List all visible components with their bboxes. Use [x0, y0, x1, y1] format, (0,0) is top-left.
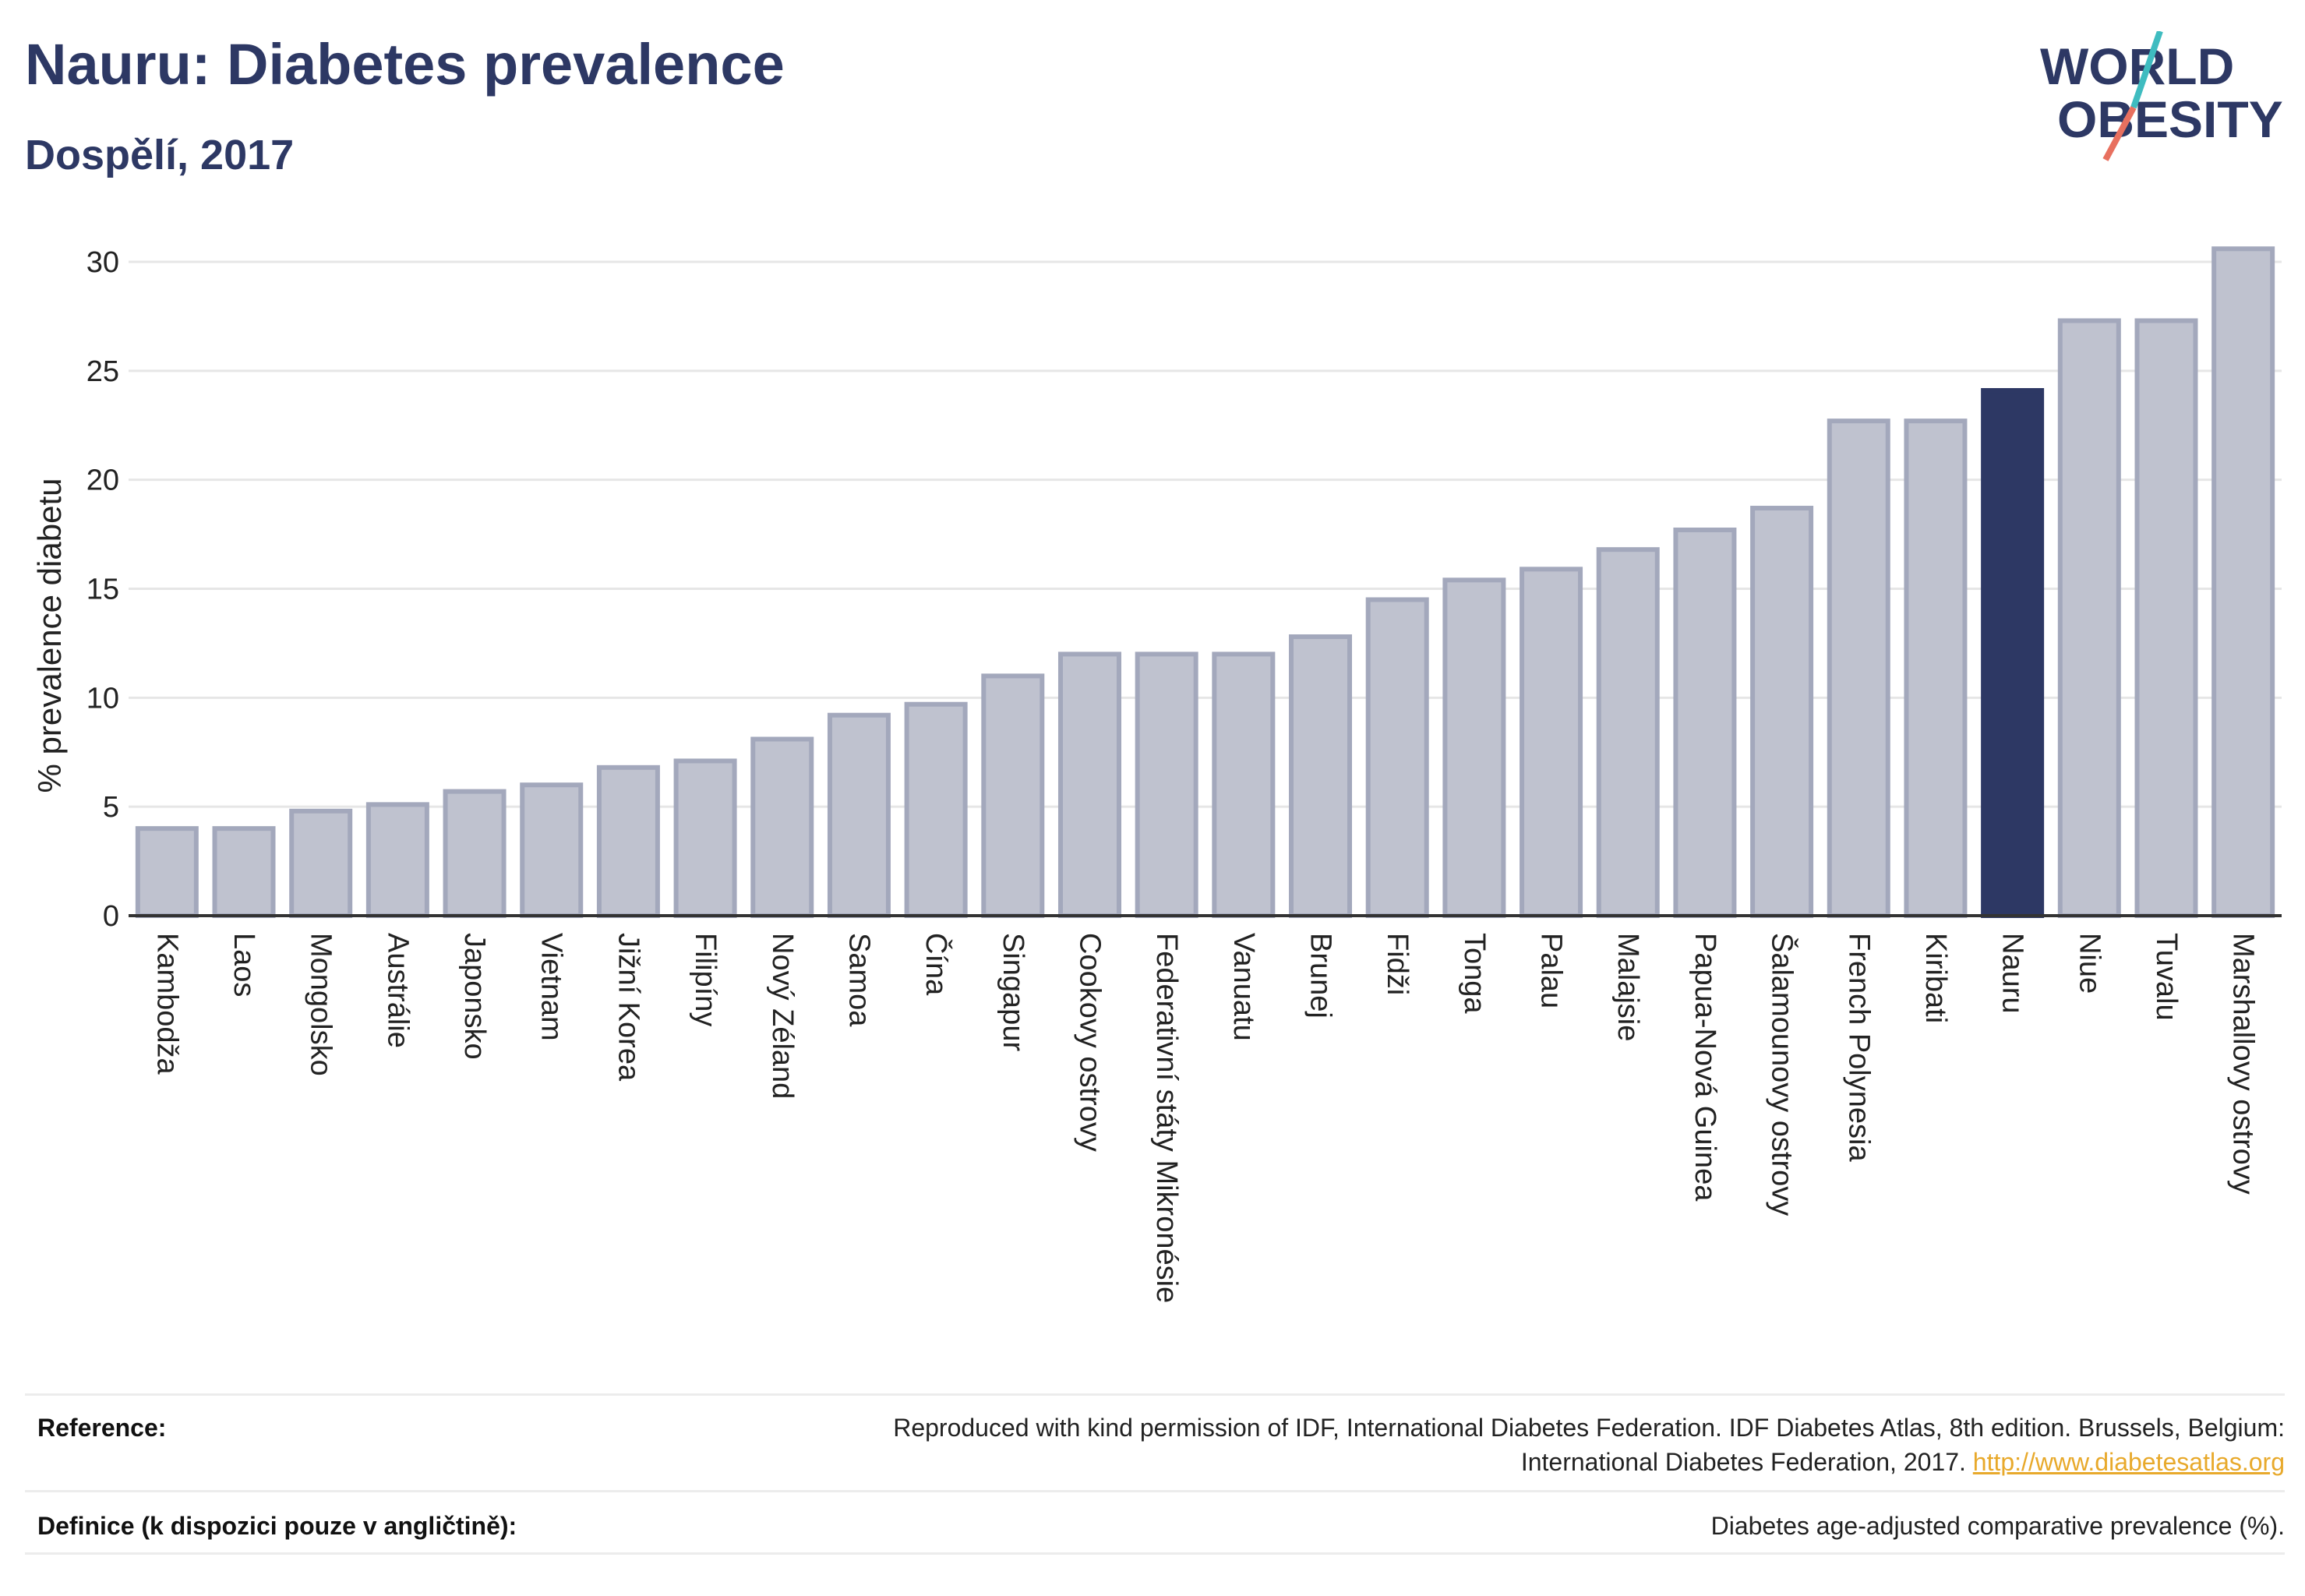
x-tick-label: Čína — [920, 933, 954, 996]
x-tick-label: Malajsie — [1611, 933, 1644, 1041]
bar — [2211, 246, 2275, 919]
y-axis-label: % prevalence diabetu — [31, 478, 68, 793]
y-tick-label: 10 — [86, 682, 119, 715]
footer-divider-bottom — [25, 1552, 2285, 1555]
x-tick-label: Laos — [228, 933, 260, 997]
footer-definition-row: Definice (k dispozici pouze v angličtině… — [25, 1509, 2285, 1548]
bar — [1827, 418, 1890, 918]
x-tick-label: Kiribati — [1919, 933, 1952, 1023]
reference-line-2-text: International Diabetes Federation, 2017. — [1520, 1448, 1966, 1476]
x-tick-label: Niue — [2073, 933, 2106, 994]
reference-text: Reproduced with kind permission of IDF, … — [893, 1411, 2285, 1479]
x-tick-label: Federativní státy Mikronésie — [1150, 933, 1183, 1303]
bar — [365, 802, 429, 918]
reference-line-1: Reproduced with kind permission of IDF, … — [893, 1414, 2285, 1442]
logo-word-world: WORLD — [2040, 37, 2234, 95]
bar — [1135, 651, 1198, 919]
x-tick-label: Jižní Korea — [612, 933, 644, 1082]
x-tick-label: Papua-Nová Guinea — [1689, 933, 1721, 1202]
footer-reference-row: Reference: Reproduced with kind permissi… — [25, 1411, 2285, 1488]
x-tick-label: Kambodža — [150, 933, 183, 1075]
x-tick-label: French Polynesia — [1842, 933, 1875, 1162]
y-tick-label: 0 — [103, 900, 119, 933]
bar — [2057, 318, 2121, 918]
bar — [1365, 597, 1429, 918]
bar — [981, 673, 1045, 918]
bar — [2134, 318, 2198, 918]
bar — [1442, 577, 1506, 919]
bar — [750, 736, 814, 918]
x-tick-label: Nauru — [1996, 933, 2029, 1014]
bar — [1520, 567, 1583, 919]
x-tick-label: Tuvalu — [2150, 933, 2183, 1021]
bar — [1212, 651, 1276, 919]
x-tick-label: Cookovy ostrovy — [1073, 933, 1106, 1152]
logo-slash-top — [2130, 31, 2163, 109]
bar — [443, 789, 507, 919]
y-tick-label: 25 — [86, 355, 119, 388]
x-tick-label: Marshallovy ostrovy — [2227, 933, 2260, 1195]
y-tick-label: 20 — [86, 464, 119, 497]
y-tick-label: 5 — [103, 791, 119, 824]
x-tick-label: Mongolsko — [305, 933, 337, 1076]
bar — [904, 701, 968, 918]
bar — [289, 808, 353, 919]
x-tick-label: Filipíny — [689, 933, 722, 1026]
footer-divider-middle — [25, 1490, 2285, 1492]
bar — [673, 758, 737, 918]
bar — [135, 826, 199, 918]
bar — [827, 712, 891, 918]
page-title: Nauru: Diabetes prevalence — [25, 32, 785, 97]
x-tick-label: Brunej — [1304, 933, 1337, 1019]
x-tick-label: Vietnam — [535, 933, 568, 1041]
reference-label: Reference: — [37, 1414, 167, 1442]
definition-text: Diabetes age-adjusted comparative preval… — [1710, 1512, 2285, 1540]
x-tick-label: Samoa — [842, 933, 875, 1027]
x-tick-label: Palau — [1535, 933, 1568, 1008]
reference-line-2: International Diabetes Federation, 2017.… — [893, 1445, 2285, 1479]
y-tick-label: 15 — [86, 574, 119, 606]
x-tick-label: Japonsko — [458, 933, 491, 1060]
bar — [1289, 634, 1353, 918]
bar — [1057, 651, 1121, 919]
world-obesity-logo: WORLD OBESITY — [2040, 31, 2283, 161]
bar — [1981, 388, 2045, 918]
bar — [596, 764, 660, 918]
footer-divider-top — [25, 1393, 2285, 1396]
x-tick-label: Šalamounovy ostrovy — [1766, 933, 1800, 1216]
x-tick-label: Singapur — [997, 933, 1029, 1051]
bar — [1750, 506, 1814, 918]
x-tick-label: Nový Zéland — [766, 933, 799, 1099]
bar — [1673, 527, 1737, 918]
bar — [1904, 418, 1968, 918]
y-tick-label: 30 — [86, 246, 119, 279]
logo-slash-bottom — [2102, 106, 2137, 161]
page-subtitle: Dospělí, 2017 — [25, 132, 295, 178]
logo-word-obesity: OBESITY — [2057, 90, 2283, 148]
bar — [520, 782, 584, 919]
definition-label: Definice (k dispozici pouze v angličtině… — [37, 1512, 517, 1540]
x-tick-label: Austrálie — [381, 933, 414, 1048]
x-tick-label: Vanuatu — [1227, 933, 1260, 1041]
bar — [1596, 547, 1660, 918]
x-tick-label: Tonga — [1458, 933, 1491, 1014]
x-tick-label: Fidži — [1381, 933, 1414, 995]
bar — [212, 826, 276, 918]
bar-chart: 0 5 10 15 20 25 30 % prevalence diabetu Kambodža… — [31, 246, 2282, 1303]
reference-link[interactable]: http://www.diabetesatlas.org — [1972, 1448, 2285, 1476]
